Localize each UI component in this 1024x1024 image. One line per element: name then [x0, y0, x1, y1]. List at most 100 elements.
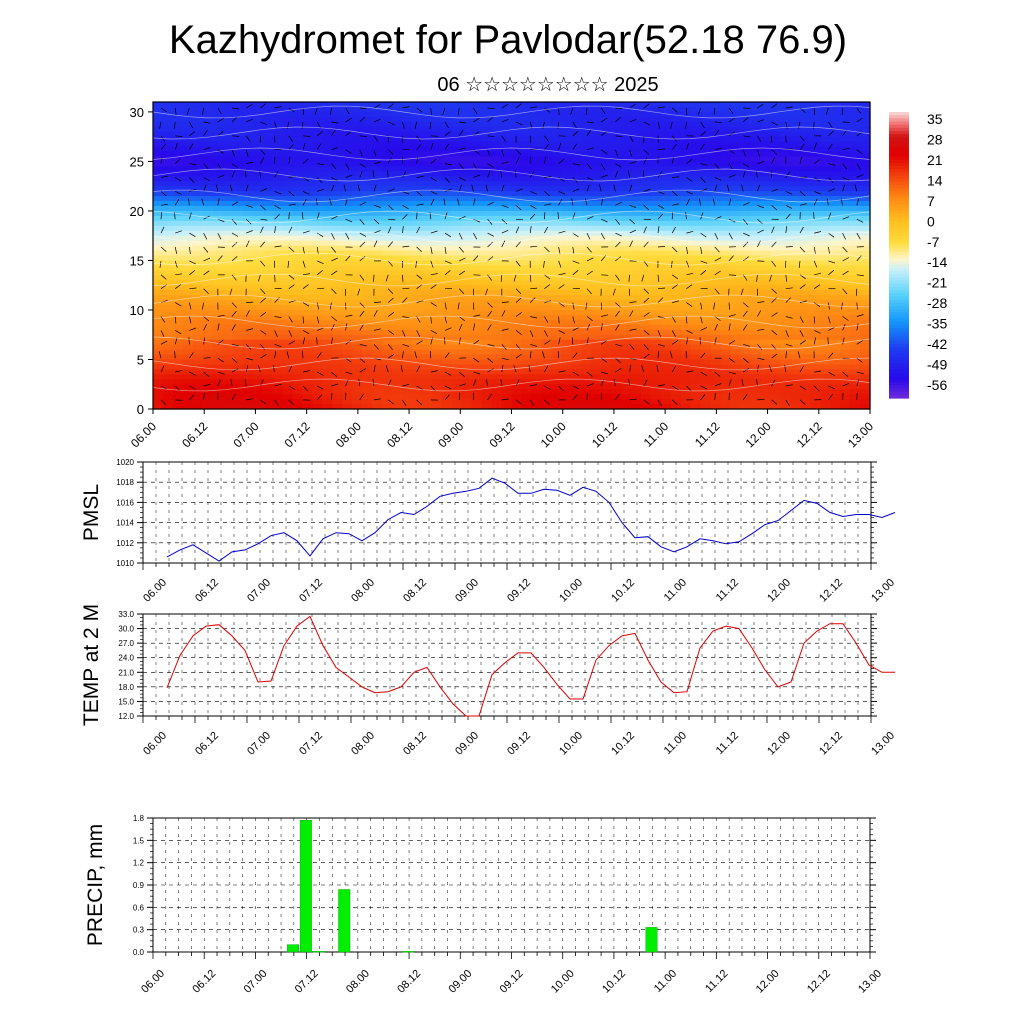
- heatmap-cell: [860, 384, 871, 390]
- heatmap-cell: [810, 201, 821, 207]
- heatmap-cell: [172, 215, 184, 222]
- heatmap-cell: [182, 136, 194, 143]
- heatmap-cell: [750, 384, 762, 390]
- heatmap-cell: [561, 235, 572, 242]
- wind-arrow: [558, 158, 565, 164]
- heatmap-cell: [232, 161, 244, 167]
- heatmap-cell: [531, 265, 542, 271]
- wind-arrow: [373, 230, 381, 234]
- heatmap-cell: [760, 329, 772, 336]
- heatmap-cell: [342, 205, 353, 212]
- wind-arrow: [231, 170, 235, 178]
- heatmap-cell: [332, 389, 343, 395]
- heatmap-cell: [232, 102, 244, 108]
- heatmap-cell: [222, 324, 234, 331]
- heatmap-cell: [750, 141, 762, 148]
- heatmap-cell: [322, 255, 333, 262]
- heatmap-cell: [830, 290, 841, 296]
- heatmap-cell: [740, 141, 752, 148]
- heatmap-cell: [312, 399, 323, 405]
- heatmap-cell: [730, 220, 742, 227]
- wind-arrow: [203, 129, 208, 136]
- heatmap-cell: [621, 280, 632, 286]
- heatmap-cell: [411, 131, 423, 138]
- heatmap-cell: [670, 102, 682, 108]
- wind-arrow: [814, 191, 821, 195]
- heatmap-cell: [650, 285, 662, 291]
- heatmap-cell: [252, 265, 264, 271]
- heatmap-cell: [172, 161, 184, 167]
- heatmap-cell: [541, 309, 552, 316]
- wind-arrow: [672, 203, 680, 206]
- heatmap-cell: [561, 210, 572, 217]
- heatmap-cell: [451, 300, 463, 306]
- heatmap-cell: [292, 196, 303, 202]
- heatmap-cell: [272, 161, 284, 167]
- heatmap-cell: [342, 295, 353, 301]
- heatmap-cell: [292, 106, 303, 113]
- heatmap-cell: [561, 205, 572, 212]
- heatmap-cell: [262, 186, 274, 192]
- heatmap-cell: [810, 106, 821, 113]
- heatmap-cell: [541, 305, 552, 311]
- heatmap-cell: [601, 146, 612, 153]
- heatmap-cell: [780, 270, 791, 276]
- heatmap-cell: [800, 106, 811, 113]
- heatmap-cell: [362, 191, 373, 197]
- heatmap-cell: [332, 344, 343, 351]
- heatmap-cell: [162, 389, 174, 395]
- heatmap-cell: [272, 319, 284, 326]
- heatmap-cell: [850, 121, 861, 128]
- heatmap-cell: [631, 126, 642, 133]
- heatmap-cell: [790, 399, 801, 405]
- heatmap-cell: [232, 210, 244, 217]
- wind-arrow: [430, 177, 437, 182]
- heatmap-cell: [750, 111, 762, 118]
- heatmap-cell: [153, 305, 164, 311]
- heatmap-cell: [401, 136, 413, 143]
- heatmap-cell: [252, 384, 264, 390]
- heatmap-cell: [401, 349, 413, 356]
- heatmap-cell: [840, 384, 851, 390]
- heatmap-cell: [730, 394, 742, 400]
- wind-arrow: [359, 201, 367, 206]
- heatmap-cell: [720, 384, 732, 390]
- heatmap-cell: [790, 319, 801, 326]
- heatmap-cell: [790, 329, 801, 336]
- heatmap-cell: [680, 344, 692, 351]
- heatmap-cell: [481, 329, 493, 336]
- heatmap-cell: [202, 270, 214, 276]
- heatmap-cell: [382, 131, 393, 138]
- heatmap-cell: [591, 121, 602, 128]
- heatmap-cell: [272, 354, 284, 361]
- heatmap-cell: [850, 106, 861, 113]
- heatmap-cell: [392, 369, 403, 375]
- heatmap-cell: [332, 295, 343, 301]
- heatmap-cell: [332, 349, 343, 356]
- heatmap-cell: [501, 201, 513, 207]
- heatmap-cell: [451, 106, 463, 113]
- heatmap-cell: [262, 136, 274, 143]
- heatmap-cell: [650, 374, 662, 380]
- heatmap-cell: [411, 255, 423, 262]
- heatmap-cell: [451, 309, 463, 316]
- heatmap-cell: [153, 121, 164, 128]
- wind-arrow: [700, 232, 707, 238]
- heatmap-cell: [541, 191, 552, 197]
- wind-arrow: [189, 121, 194, 129]
- heatmap-cell: [332, 220, 343, 227]
- heatmap-cell: [780, 166, 791, 172]
- wind-arrow: [799, 226, 804, 234]
- heatmap-cell: [401, 394, 413, 400]
- heatmap-cell: [531, 156, 542, 163]
- heatmap-cell: [192, 116, 204, 123]
- heatmap-cell: [621, 156, 632, 163]
- wind-arrow: [700, 163, 708, 166]
- heatmap-cell: [471, 141, 483, 148]
- heatmap-cell: [431, 354, 443, 361]
- heatmap-cell: [591, 270, 602, 276]
- heatmap-cell: [481, 215, 493, 222]
- wind-arrow: [586, 177, 594, 181]
- heatmap-cell: [272, 404, 284, 410]
- heatmap-cell: [342, 240, 353, 247]
